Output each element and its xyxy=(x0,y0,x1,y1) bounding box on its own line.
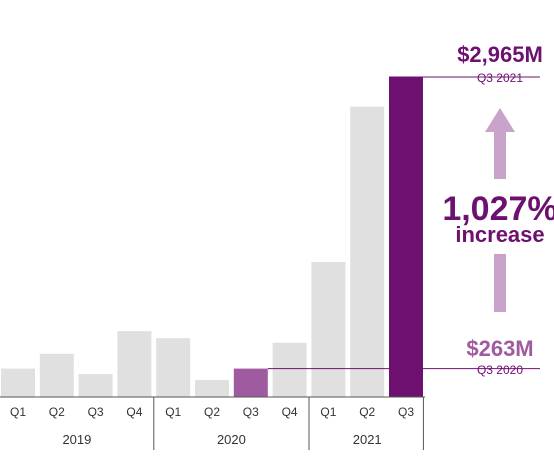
bar-2019-q1 xyxy=(1,368,35,397)
x-tick-label: Q3 xyxy=(88,405,104,419)
bar-2020-q1 xyxy=(156,338,191,397)
bar-2021-q2 xyxy=(350,106,385,397)
bars-group xyxy=(1,77,423,397)
increase-arrow-icon xyxy=(485,108,515,312)
bar-2020-q3 xyxy=(233,368,268,397)
x-tick-label: Q1 xyxy=(165,405,181,419)
bar-2021-q3 xyxy=(389,77,423,397)
bar-2020-q2 xyxy=(195,379,229,397)
end-period-label: Q3 2021 xyxy=(477,71,523,85)
bar-2019-q4 xyxy=(117,331,152,397)
bar-2019-q3 xyxy=(78,374,113,397)
x-tick-label: Q2 xyxy=(204,405,220,419)
x-tick-label: Q1 xyxy=(320,405,336,419)
x-tick-label: Q4 xyxy=(126,405,142,419)
x-tick-label: Q2 xyxy=(49,405,65,419)
bar-2019-q2 xyxy=(39,353,74,397)
year-label: 2021 xyxy=(353,432,382,447)
percent-increase-label: 1,027% xyxy=(442,190,554,228)
x-axis: Q1 Q2 Q3 Q4 Q1 Q2 Q3 Q4 Q1 Q2 Q3 2019 2020 2021 xyxy=(0,396,425,450)
year-label: 2019 xyxy=(62,432,91,447)
bar-2021-q1 xyxy=(311,262,346,397)
start-period-label: Q3 2020 xyxy=(477,363,523,377)
x-tick-label: Q1 xyxy=(10,405,26,419)
x-tick-label: Q4 xyxy=(282,405,298,419)
end-value-label: $2,965M xyxy=(457,42,543,67)
start-value-label: $263M xyxy=(466,336,533,361)
increase-word-label: increase xyxy=(455,222,544,247)
year-label: 2020 xyxy=(217,432,246,447)
x-tick-label: Q3 xyxy=(243,405,259,419)
bar-2020-q4 xyxy=(272,342,307,397)
x-tick-label: Q3 xyxy=(398,405,414,419)
x-tick-label: Q2 xyxy=(359,405,375,419)
